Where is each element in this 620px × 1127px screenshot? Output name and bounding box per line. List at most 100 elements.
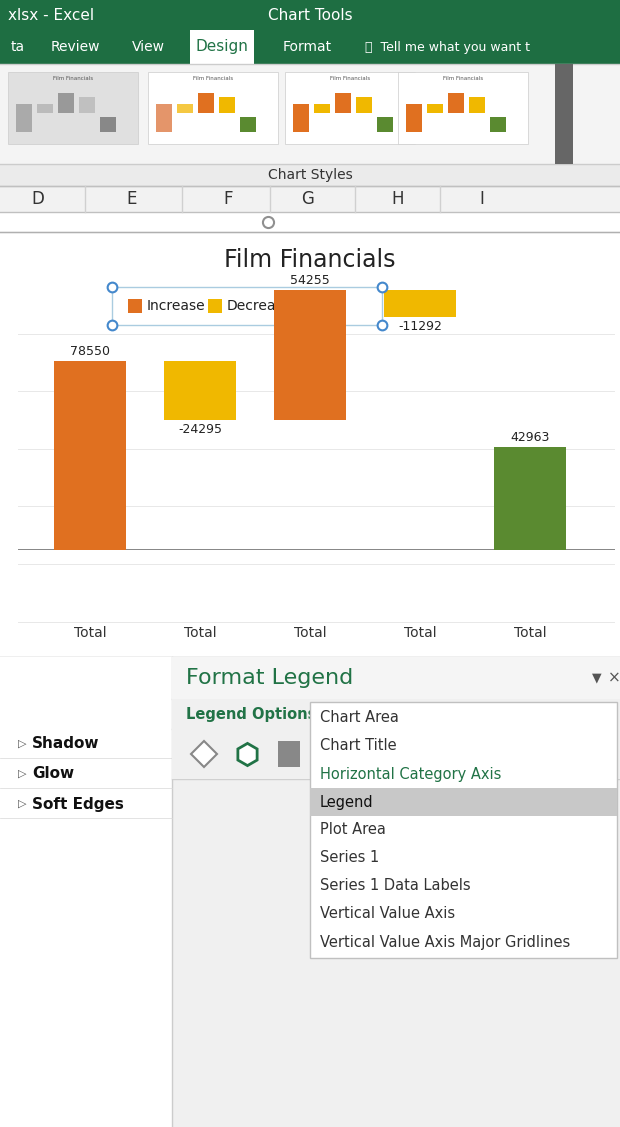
Bar — [490, 116, 506, 132]
Text: Chart Styles: Chart Styles — [268, 168, 352, 181]
Text: ▷: ▷ — [18, 739, 27, 749]
Bar — [278, 740, 300, 767]
Bar — [172, 699, 620, 729]
Text: G: G — [301, 190, 314, 208]
Bar — [356, 97, 372, 113]
Bar — [219, 97, 235, 113]
Bar — [0, 212, 620, 232]
Text: Increase: Increase — [147, 299, 206, 313]
Text: E: E — [127, 190, 137, 208]
Bar — [156, 104, 172, 132]
Bar — [384, 290, 456, 317]
Bar — [448, 94, 464, 113]
Bar — [16, 104, 32, 132]
Bar — [0, 232, 620, 657]
Text: Text Options: Text Options — [337, 707, 428, 721]
Text: Shadow: Shadow — [32, 737, 99, 752]
Bar — [494, 447, 566, 550]
Bar — [177, 104, 193, 113]
Bar — [0, 64, 620, 165]
Text: ▷: ▷ — [18, 769, 27, 779]
Text: F: F — [223, 190, 232, 208]
Bar — [293, 104, 309, 132]
Text: Film Financials: Film Financials — [193, 77, 233, 81]
Text: D: D — [32, 190, 45, 208]
Bar — [172, 657, 620, 699]
Bar — [128, 299, 142, 313]
Text: -24295: -24295 — [178, 423, 222, 436]
Text: Vertical Value Axis: Vertical Value Axis — [320, 906, 455, 922]
Bar — [0, 657, 620, 1127]
Bar — [0, 657, 172, 1127]
Text: -11292: -11292 — [398, 320, 442, 332]
Bar — [0, 165, 620, 186]
Text: ▼: ▼ — [592, 672, 601, 684]
Text: Series 1: Series 1 — [320, 851, 379, 866]
Bar — [8, 72, 138, 144]
Bar — [198, 94, 214, 113]
Text: 42963: 42963 — [510, 431, 550, 444]
Bar — [288, 299, 302, 313]
Bar — [555, 64, 573, 165]
Bar — [148, 72, 278, 144]
Bar — [398, 72, 528, 144]
Bar — [18, 549, 615, 550]
Text: xlsx - Excel: xlsx - Excel — [8, 8, 94, 23]
Bar — [58, 94, 74, 113]
Text: Total: Total — [307, 299, 340, 313]
Text: 54255: 54255 — [290, 274, 330, 286]
Bar — [164, 362, 236, 419]
Bar — [335, 94, 351, 113]
Text: Review: Review — [50, 39, 100, 54]
Bar — [172, 729, 620, 779]
Text: Format Legend: Format Legend — [186, 668, 353, 687]
Bar — [310, 702, 617, 958]
Text: Legend Options ▼: Legend Options ▼ — [186, 707, 333, 721]
Text: Film Financials: Film Financials — [224, 248, 396, 272]
Text: Chart Tools: Chart Tools — [268, 8, 352, 23]
Bar — [0, 186, 620, 212]
Text: Film Financials: Film Financials — [443, 77, 483, 81]
Text: ▷: ▷ — [18, 799, 27, 809]
Bar — [377, 116, 393, 132]
Text: ×: × — [608, 671, 620, 685]
Text: 78550: 78550 — [70, 346, 110, 358]
Bar — [0, 0, 620, 30]
Bar — [240, 116, 256, 132]
Text: I: I — [479, 190, 484, 208]
Bar — [190, 30, 254, 64]
Text: Design: Design — [195, 39, 249, 54]
Text: Total: Total — [404, 625, 436, 640]
Bar — [112, 287, 382, 325]
Bar — [100, 116, 116, 132]
Text: Format: Format — [283, 39, 332, 54]
Text: Total: Total — [74, 625, 106, 640]
Text: Decrease: Decrease — [227, 299, 292, 313]
Text: Total: Total — [184, 625, 216, 640]
Text: Total: Total — [514, 625, 546, 640]
Bar — [314, 104, 330, 113]
Bar — [310, 788, 617, 816]
Bar — [0, 30, 620, 64]
Bar — [274, 290, 346, 419]
Bar — [37, 104, 53, 113]
Text: H: H — [392, 190, 404, 208]
Text: Film Financials: Film Financials — [330, 77, 370, 81]
Text: Film Financials: Film Financials — [53, 77, 93, 81]
Text: Total: Total — [294, 625, 326, 640]
Text: View: View — [131, 39, 164, 54]
Text: 💡  Tell me what you want t: 💡 Tell me what you want t — [365, 41, 530, 53]
Text: Legend: Legend — [320, 795, 374, 809]
Text: ta: ta — [11, 39, 25, 54]
Bar — [469, 97, 485, 113]
Bar — [427, 104, 443, 113]
Bar — [406, 104, 422, 132]
Text: Chart Title: Chart Title — [320, 738, 397, 754]
Text: Series 1 Data Labels: Series 1 Data Labels — [320, 879, 471, 894]
Bar — [79, 97, 95, 113]
Bar — [54, 362, 126, 550]
Bar — [208, 299, 222, 313]
Bar — [285, 72, 415, 144]
Text: Chart Area: Chart Area — [320, 710, 399, 726]
Text: Horizontal Category Axis: Horizontal Category Axis — [320, 766, 502, 781]
